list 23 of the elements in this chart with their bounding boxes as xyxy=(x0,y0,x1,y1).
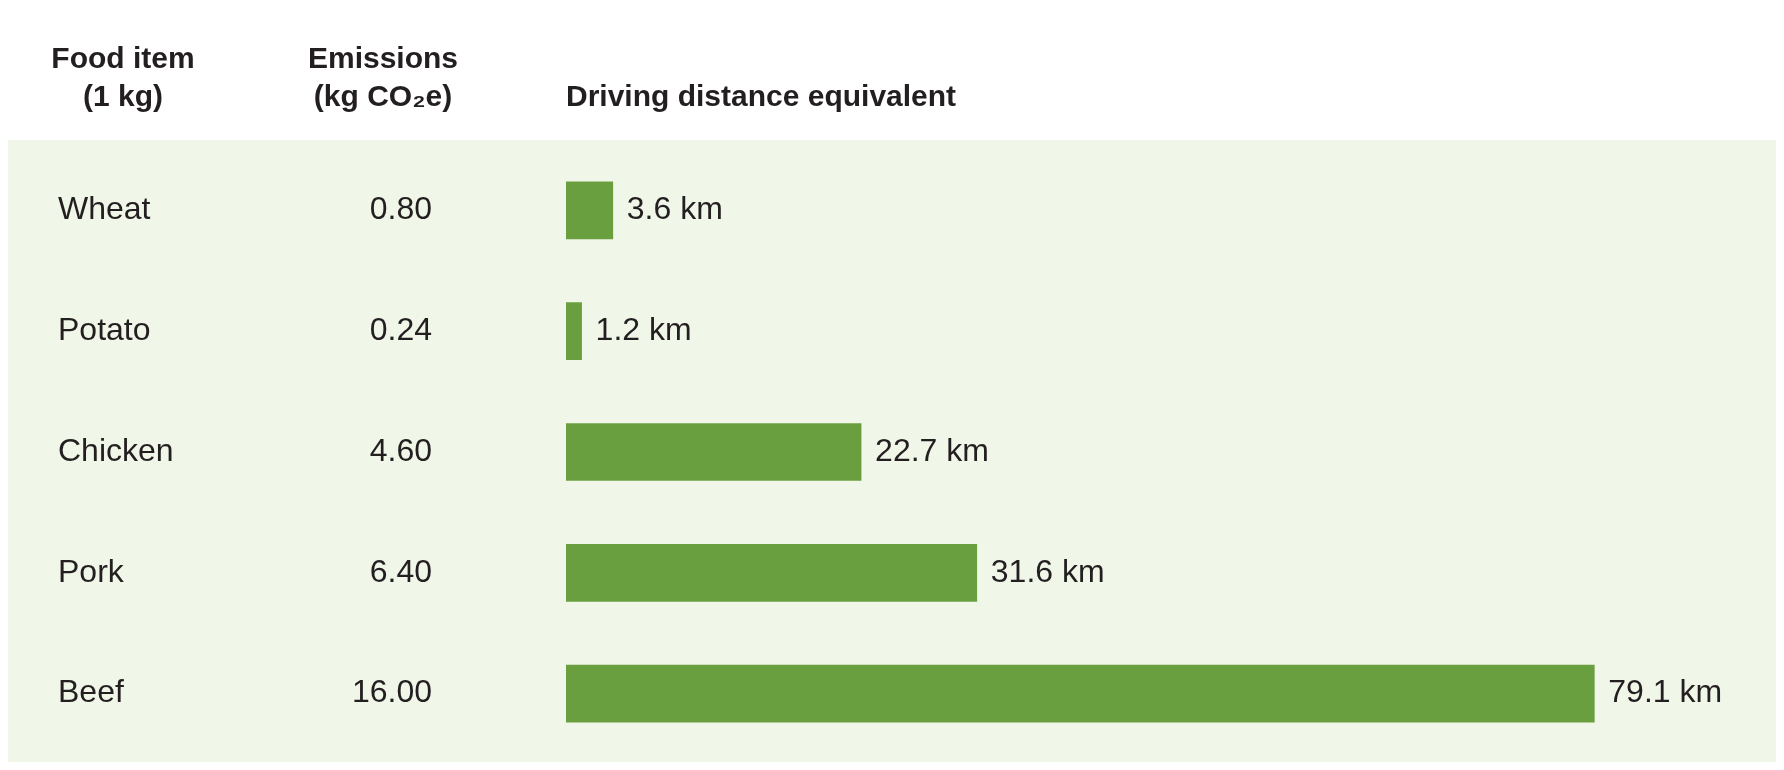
data-label: 3.6 km xyxy=(626,190,723,227)
y-tick-label: Beef xyxy=(58,673,124,710)
bar xyxy=(566,543,978,602)
x-axis-title: Driving distance equivalent xyxy=(566,79,957,112)
y2-axis-title: Emissions (kg CO₂e) xyxy=(307,41,459,112)
data-label: 1.2 km xyxy=(595,311,692,348)
y2-tick-label: 0.80 xyxy=(369,190,432,227)
y2-tick-label: 6.40 xyxy=(369,552,432,589)
y-tick-label: Pork xyxy=(58,552,125,589)
bar xyxy=(566,181,614,240)
bar xyxy=(566,423,862,481)
y-tick-label: Wheat xyxy=(58,190,151,227)
bar xyxy=(566,302,582,361)
y2-tick-label: 16.00 xyxy=(351,673,432,710)
y-tick-label: Chicken xyxy=(58,431,174,468)
bar xyxy=(566,664,1595,723)
y-tick-label: Potato xyxy=(58,311,151,348)
data-label: 22.7 km xyxy=(875,431,989,468)
y-axis-title: Food item (1 kg) xyxy=(51,41,195,112)
data-label: 31.6 km xyxy=(990,552,1105,589)
data-label: 79.1 km xyxy=(1608,673,1723,710)
y2-tick-label: 0.24 xyxy=(369,311,432,348)
y2-tick-label: 4.60 xyxy=(369,431,432,468)
